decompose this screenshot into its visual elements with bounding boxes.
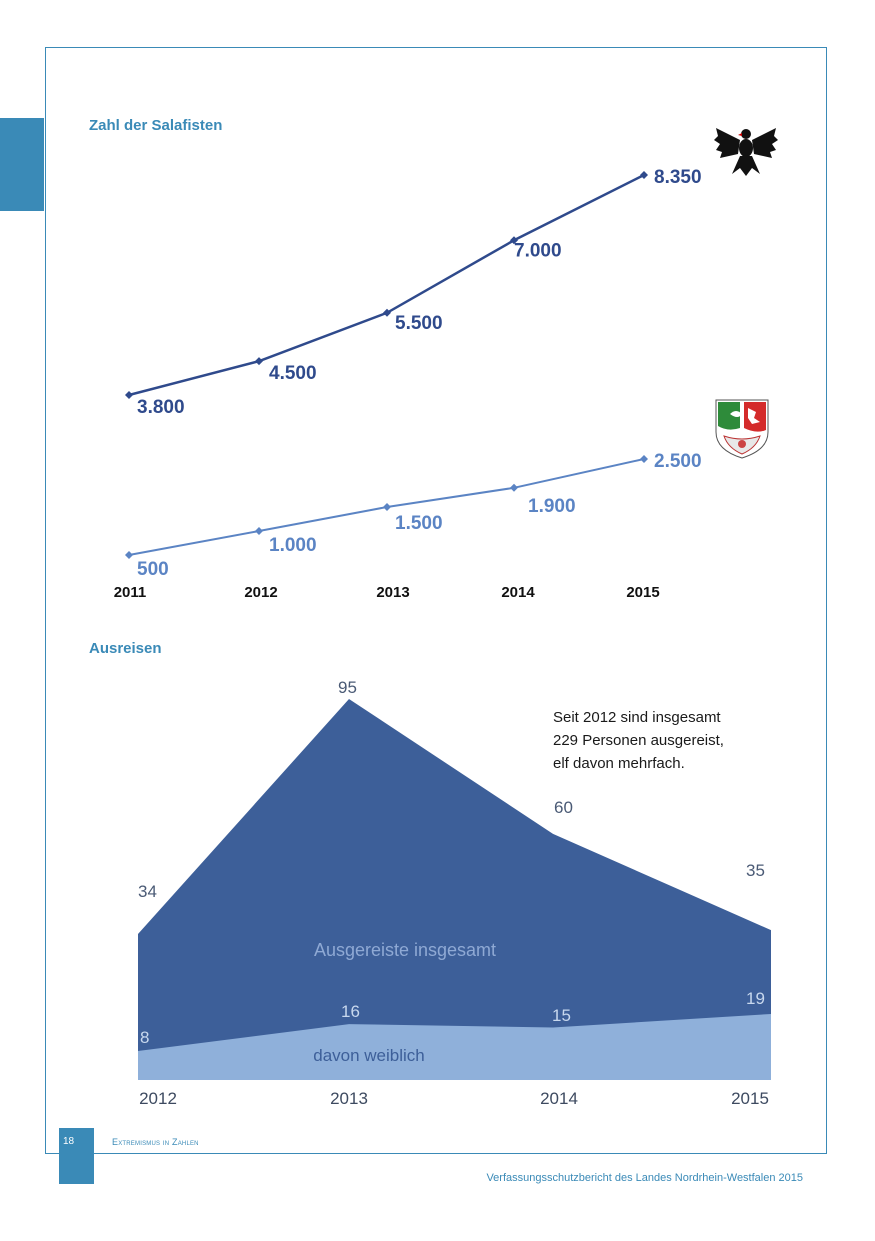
data-label: 3.800	[137, 397, 185, 418]
x-tick-label: 2012	[244, 584, 277, 601]
data-label: 4.500	[269, 363, 317, 384]
data-point	[383, 503, 391, 511]
report-title: Verfassungsschutzbericht des Landes Nord…	[486, 1172, 803, 1184]
departures-title: Ausreisen	[89, 640, 162, 657]
data-label: 1.900	[528, 496, 576, 517]
departures-note: Seit 2012 sind insgesamt 229 Personen au…	[553, 706, 724, 775]
data-label: 16	[341, 1002, 360, 1021]
data-point	[125, 391, 133, 399]
data-point	[510, 236, 518, 245]
area-total	[138, 699, 771, 1080]
data-label: 95	[338, 678, 357, 697]
x-tick-label: 2013	[376, 584, 409, 601]
chapter-tab	[0, 118, 44, 211]
page-frame	[45, 47, 827, 1154]
note-line-1: Seit 2012 sind insgesamt	[553, 709, 721, 726]
x-tick-label: 2014	[501, 584, 535, 601]
note-line-2: 229 Personen ausgereist,	[553, 732, 724, 749]
data-label: 15	[552, 1006, 571, 1025]
data-point	[125, 551, 133, 559]
data-point	[640, 455, 648, 463]
data-label: 60	[554, 798, 573, 817]
data-label: 500	[137, 559, 169, 580]
x-tick-label: 2015	[731, 1089, 769, 1108]
data-point	[383, 308, 391, 317]
data-point	[255, 527, 263, 535]
data-label: 8.350	[654, 167, 702, 188]
data-label: 19	[746, 989, 765, 1008]
x-tick-label: 2014	[540, 1089, 578, 1108]
series-name-female: davon weiblich	[313, 1046, 425, 1065]
running-head: Extremismus in Zahlen	[112, 1137, 199, 1147]
eagle-emblem	[714, 128, 778, 176]
footer-page-tab	[59, 1128, 94, 1184]
x-tick-label: 2011	[114, 584, 147, 601]
data-point	[255, 357, 263, 366]
data-label: 1.500	[395, 513, 443, 534]
data-label: 35	[746, 861, 765, 880]
data-label: 2.500	[654, 451, 702, 472]
salafists-line-chart: 3.800 4.500 5.500 7.000 8.350 500 1.000 1.500 1.…	[114, 128, 778, 601]
data-point	[640, 171, 648, 179]
x-tick-label: 2015	[626, 584, 659, 601]
data-label: 5.500	[395, 313, 443, 334]
data-point	[510, 483, 518, 492]
note-line-3: elf davon mehrfach.	[553, 755, 685, 772]
salafists-title: Zahl der Salafisten	[89, 117, 223, 134]
data-label: 1.000	[269, 535, 317, 556]
page-number: 18	[63, 1136, 75, 1147]
series-name-total: Ausgereiste insgesamt	[314, 940, 496, 960]
area-female	[138, 1014, 771, 1080]
data-label: 34	[138, 882, 157, 901]
x-tick-label: 2013	[330, 1089, 368, 1108]
nrw-coat-of-arms	[715, 399, 769, 459]
data-label: 7.000	[514, 240, 562, 261]
data-label: 8	[140, 1028, 149, 1047]
x-tick-label: 2012	[139, 1089, 177, 1108]
